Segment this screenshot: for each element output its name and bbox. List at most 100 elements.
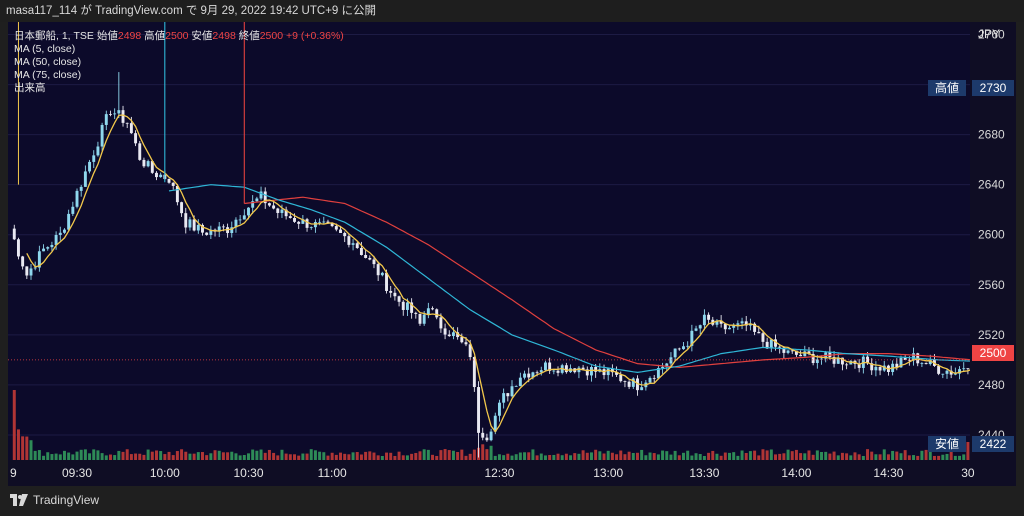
volume-bar	[953, 455, 957, 460]
legend-ma50[interactable]: MA (50, close)	[14, 56, 82, 68]
volume-bar	[932, 455, 936, 460]
candle-body	[267, 203, 271, 206]
volume-bar	[405, 455, 409, 460]
close-value: 2500	[259, 30, 284, 42]
volume-bar	[83, 449, 87, 460]
candle-body	[631, 378, 635, 387]
candle-body	[418, 313, 422, 324]
volume-bar	[288, 454, 292, 460]
ma5-line	[26, 114, 970, 433]
volume-bar	[916, 455, 920, 460]
candle-body	[535, 372, 539, 374]
candle-body	[372, 259, 376, 265]
volume-bar	[648, 452, 652, 460]
candle-body	[937, 365, 941, 374]
tradingview-logo[interactable]: TradingView	[10, 493, 99, 507]
volume-bar	[849, 455, 853, 460]
currency-label: JPY	[978, 27, 1000, 41]
candle-body	[719, 320, 723, 324]
volume-bar	[422, 449, 426, 460]
candle-body	[79, 186, 83, 191]
volume-bar	[531, 449, 535, 460]
volume-bar	[129, 454, 133, 460]
time-axis[interactable]: 9 09:30 10:00 10:30 11:00 12:30 13:00 13:30 14:0…	[8, 460, 1016, 486]
volume-bar	[481, 444, 485, 460]
volume-bar	[154, 450, 158, 460]
legend-ma75[interactable]: MA (75, close)	[14, 69, 82, 81]
candle-body	[180, 202, 184, 214]
price-chart[interactable]	[8, 22, 970, 460]
candle-body	[765, 341, 769, 349]
candle-body	[728, 327, 731, 330]
volume-bar	[861, 455, 865, 460]
change-value: +9 (+0.36%)	[285, 30, 344, 42]
candle-body	[414, 312, 418, 314]
volume-bar	[870, 451, 874, 460]
candle-body	[782, 347, 786, 353]
volume-bar	[267, 449, 271, 460]
candle-body	[393, 292, 397, 297]
volume-bar	[359, 454, 363, 460]
volume-bar	[33, 450, 37, 460]
candle-body	[138, 143, 142, 160]
volume-bar	[945, 453, 949, 460]
volume-bar	[627, 451, 631, 460]
volume-bar	[213, 450, 217, 460]
candle-body	[188, 219, 192, 228]
low-tag-label: 安値	[928, 436, 966, 452]
candle-body	[815, 359, 819, 363]
candle-body	[962, 368, 966, 370]
volume-bar	[698, 454, 702, 460]
volume-bar	[949, 449, 953, 460]
volume-bar	[811, 454, 815, 460]
volume-bar	[790, 451, 794, 460]
candle-body	[460, 337, 464, 343]
candle-body	[707, 314, 711, 320]
candle-body	[928, 359, 932, 365]
volume-bar	[736, 455, 740, 460]
volume-bar	[205, 455, 209, 460]
volume-bar	[928, 451, 932, 460]
candle-body	[514, 386, 518, 387]
volume-bar	[12, 390, 16, 460]
candle-body	[242, 215, 246, 220]
x-tick-label: 9	[10, 466, 17, 480]
volume-bar	[385, 452, 389, 460]
candle-body	[497, 402, 501, 416]
volume-bar	[840, 452, 844, 460]
candle-body	[405, 302, 409, 310]
volume-bar	[857, 454, 861, 460]
volume-bar	[485, 449, 489, 460]
legend-volume[interactable]: 出来高	[14, 82, 46, 94]
volume-bar	[874, 454, 878, 460]
candle-body	[318, 221, 322, 223]
volume-bar	[464, 455, 468, 460]
volume-bar	[786, 449, 790, 460]
candle-body	[92, 155, 96, 162]
candle-body	[205, 232, 209, 235]
candle-body	[117, 110, 121, 114]
volume-bar	[744, 452, 748, 460]
candle-body	[715, 320, 719, 325]
plot-area[interactable]	[8, 22, 970, 460]
volume-bar	[113, 455, 117, 460]
candle-body	[209, 229, 213, 235]
volume-bar	[589, 452, 593, 460]
volume-bar	[71, 454, 75, 460]
legend-ma5[interactable]: MA (5, close)	[14, 43, 76, 55]
y-tick-label: 2760	[978, 28, 1005, 42]
candle-body	[343, 232, 347, 237]
volume-bar	[108, 454, 112, 460]
candle-body	[552, 370, 556, 372]
volume-bar	[209, 453, 213, 460]
volume-bar	[201, 452, 204, 460]
candle-body	[380, 272, 384, 276]
candle-body	[920, 363, 924, 364]
volume-bar	[719, 455, 723, 460]
high-tag-label: 高値	[928, 80, 966, 96]
x-tick-label: 10:00	[150, 466, 180, 480]
volume-bar	[79, 449, 83, 460]
candle-body	[790, 350, 794, 352]
volume-bar	[175, 451, 179, 460]
candle-body	[339, 229, 342, 233]
